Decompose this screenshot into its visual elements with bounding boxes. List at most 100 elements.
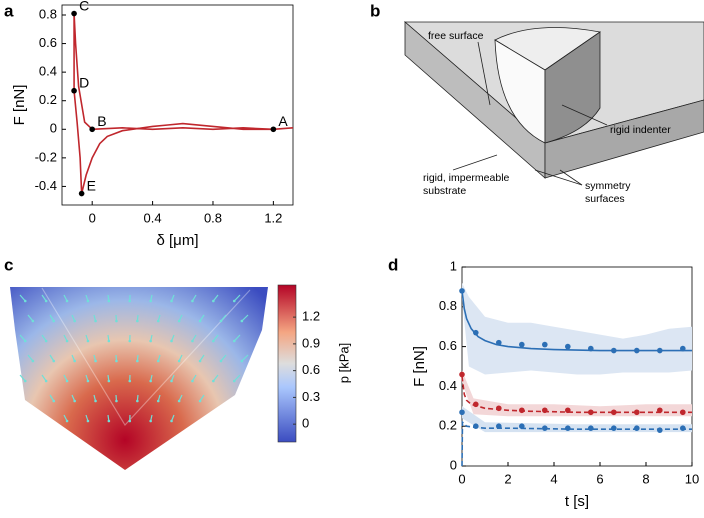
flow-arrow-head (177, 359, 181, 363)
annotation-point (270, 126, 277, 133)
data-point (496, 339, 502, 346)
flow-arrow-head (232, 379, 236, 383)
flow-arrow-head (191, 299, 194, 303)
data-point (565, 425, 571, 431)
data-point (519, 423, 525, 430)
flow-arrow (241, 354, 249, 362)
flow-arrow-head (115, 399, 118, 403)
flow-arrow-head (198, 359, 202, 363)
data-point (565, 407, 571, 414)
right-face (544, 99, 704, 179)
flow-arrow-head (86, 299, 90, 303)
flow-arrow (19, 334, 26, 342)
data-point (634, 425, 640, 431)
flow-arrow-head (136, 399, 139, 403)
flow-arrow-head (191, 379, 194, 383)
flow-arrow-head (156, 399, 160, 403)
flow-arrow-head (170, 339, 173, 343)
indenter-edge (41, 287, 251, 426)
y-tick-label: -0.2 (35, 149, 57, 164)
diagram-label: substrate (423, 185, 466, 197)
flow-arrow-head (170, 379, 173, 383)
data-line (461, 290, 692, 352)
flow-arrow-head (23, 299, 27, 303)
pressure-field (10, 287, 268, 470)
flow-arrow-head (177, 319, 181, 323)
y-axis-label: F [nN] (411, 346, 428, 387)
data-point (588, 425, 594, 431)
flow-arrow-head (107, 299, 111, 303)
panel-label: d (388, 255, 398, 274)
flow-arrow-head (23, 339, 27, 343)
y-tick-label: 0.6 (439, 338, 457, 353)
flow-arrow-head (149, 379, 152, 383)
flow-arrow (220, 354, 227, 362)
x-tick-label: 0.4 (144, 210, 162, 225)
panel-label: a (4, 1, 14, 20)
colorbar-tick-label: 0.9 (302, 335, 320, 350)
flow-arrow-head (65, 419, 69, 423)
flow-arrow-head (52, 319, 56, 323)
annotation-point (71, 87, 77, 94)
flow-arrow (233, 374, 241, 382)
data-point (473, 423, 479, 430)
flow-arrow-head (115, 319, 118, 323)
flow-arrow-head (44, 339, 48, 343)
flow-arrow-head (94, 319, 97, 323)
x-axis-label: δ [μm] (157, 232, 199, 249)
data-point (459, 288, 465, 294)
annotation-label: A (278, 113, 288, 129)
flow-arrow-head (31, 359, 35, 363)
y-tick-label: 0.2 (439, 418, 457, 433)
colorbar-tick-label: 0 (302, 416, 309, 431)
flow-arrow-head (65, 339, 69, 343)
annotation-label: E (87, 177, 96, 193)
panel-label: b (370, 1, 380, 20)
flow-arrow-head (73, 399, 76, 403)
flow-arrow-head (128, 419, 132, 423)
flow-arrow-head (128, 339, 132, 343)
flow-arrow-head (212, 299, 215, 303)
arrow (452, 154, 498, 171)
y-axis-label: F [nN] (11, 85, 28, 126)
flow-arrow (19, 374, 26, 382)
data-point (657, 427, 663, 433)
data-point (634, 409, 640, 416)
diagram-label: surfaces (585, 193, 625, 205)
data-point (473, 401, 479, 408)
flow-arrow-head (107, 339, 111, 343)
annotation-label: C (79, 0, 89, 13)
flow-arrow-head (65, 379, 69, 383)
y-tick-label: 0.2 (39, 92, 57, 107)
flow-arrow-head (156, 319, 160, 323)
flow-arrow-head (65, 299, 69, 303)
flow-arrow-head (219, 359, 223, 363)
diagram-label: rigid indenter (610, 124, 671, 136)
flow-arrow-head (149, 299, 152, 303)
diagram-label: symmetry (585, 180, 631, 192)
flow-arrow-head (198, 399, 202, 403)
flow-arrow-head (240, 319, 244, 323)
indenter-face (544, 31, 601, 144)
flow-arrow-head (44, 379, 48, 383)
x-tick-label: 0 (89, 210, 96, 225)
data-point (611, 425, 617, 431)
y-tick-label: 0.4 (439, 378, 457, 393)
y-tick-label: -0.4 (35, 178, 57, 193)
flow-arrow-head (136, 359, 139, 363)
colorbar (277, 284, 297, 443)
flow-arrow-head (212, 379, 215, 383)
x-tick-label: 0 (458, 471, 465, 486)
plot-frame (61, 4, 294, 206)
data-point (519, 407, 525, 414)
flow-arrow-head (107, 379, 111, 383)
flow-arrow-head (115, 359, 118, 363)
x-tick-label: 0.8 (204, 210, 222, 225)
flow-arrow (241, 314, 249, 322)
flow-arrow-head (31, 319, 35, 323)
flow-arrow-head (212, 339, 215, 343)
annotation-label: B (97, 113, 106, 129)
data-point (588, 345, 594, 352)
data-point (588, 409, 594, 416)
arrow (559, 169, 583, 186)
